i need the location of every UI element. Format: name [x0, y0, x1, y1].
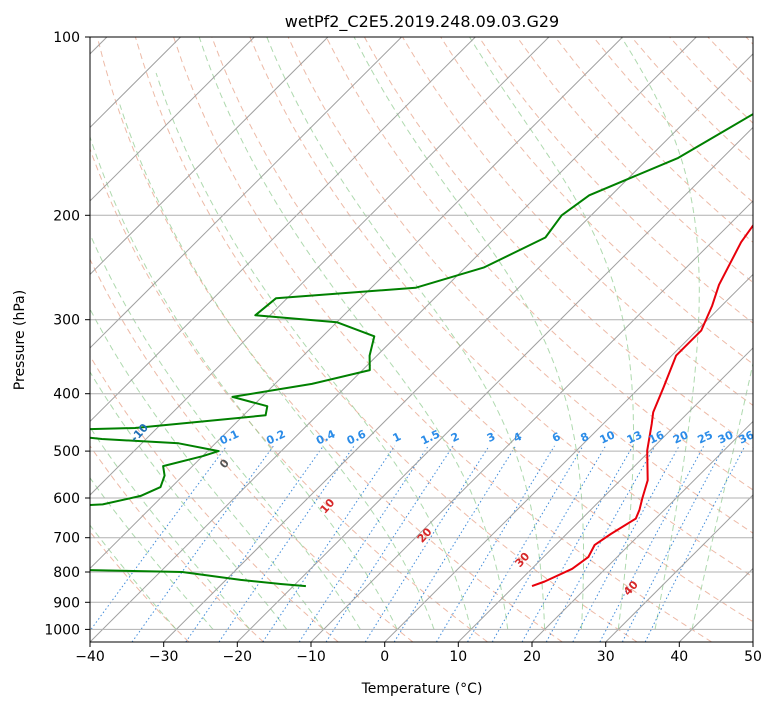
x-tick-label: −20 [223, 649, 253, 665]
isotherm-line [90, 37, 402, 349]
mixing-ratio-line [262, 445, 396, 642]
plot-frame [89, 36, 754, 643]
dry-adiabat-line [90, 445, 264, 642]
x-tick-label: 0 [380, 649, 389, 665]
moist-adiabat-line [90, 308, 324, 630]
dry-adiabat-line [96, 37, 563, 642]
y-tick-label: 400 [53, 387, 80, 403]
y-tick-label: 700 [53, 531, 80, 547]
y-tick-label: 500 [53, 444, 80, 460]
mixing-ratio-line [621, 445, 725, 642]
mixing-ratio-line [545, 445, 656, 642]
dry-adiabat-line [173, 37, 712, 642]
moist-adiabat-line [198, 37, 509, 630]
y-tick-label: 800 [53, 565, 80, 581]
moist-adiabat-line [469, 37, 634, 630]
mixing-ratio-label: 10 [598, 428, 618, 446]
y-tick-label: 1000 [44, 622, 80, 638]
plot-area: -100-90-80-70-60-50-40-30-20-10010203040… [90, 37, 757, 642]
isotherm-line [605, 494, 753, 642]
x-tick-label: −40 [75, 649, 105, 665]
dry-adiabat-line [249, 37, 753, 578]
moist-adiabat-line [691, 361, 753, 630]
moist-adiabat-line [620, 37, 700, 630]
x-axis: −40 −30 −20 −10 0 10 20 30 40 50 [75, 642, 762, 665]
y-axis-label: Pressure (hPa) [12, 290, 28, 390]
x-tick-label: 30 [597, 649, 615, 665]
mixing-ratio-line [131, 445, 274, 642]
isotherm-line [457, 347, 753, 642]
mixing-ratio-line [435, 445, 555, 642]
isotherm-line [90, 37, 329, 276]
x-tick-label: 10 [449, 649, 467, 665]
dry-adiabat-line [134, 37, 638, 642]
dry-adiabats [90, 37, 753, 642]
moist-adiabat-line [266, 37, 546, 630]
isotherm-line [531, 420, 753, 642]
chart-title: wetPf2_C2E5.2019.248.09.03.G29 [285, 12, 559, 32]
isotherm-line [236, 126, 753, 642]
mixing-ratio-label: 25 [696, 428, 715, 446]
mixing-ratio-line [521, 445, 634, 642]
y-tick-label: 200 [53, 208, 80, 224]
isotherm-line [384, 273, 753, 642]
dry-adiabat-line [211, 37, 753, 623]
mixing-ratio-line [467, 445, 584, 642]
isotherm-line [90, 37, 255, 202]
x-axis-label: Temperature (°C) [361, 681, 483, 697]
mixing-ratio-line [185, 445, 324, 642]
x-tick-label: 20 [523, 649, 541, 665]
mixing-ratio-line [298, 445, 429, 642]
mixing-ratio-label: 36 [737, 428, 757, 446]
isotherm-line [90, 37, 697, 642]
moist-adiabat-line [90, 135, 398, 630]
sounding-series [90, 112, 753, 588]
isotherm-grid [90, 37, 753, 642]
dry-adiabat-line [90, 355, 339, 642]
x-tick-label: 40 [670, 649, 688, 665]
y-tick-label: 300 [53, 313, 80, 329]
mixing-ratio-line [644, 445, 746, 642]
x-tick-label: −10 [296, 649, 326, 665]
dry-adiabat-line [516, 37, 753, 284]
dry-adiabat-line [325, 37, 753, 491]
mixing-ratio-label: 13 [625, 428, 644, 446]
mixing-ratio-line [325, 445, 454, 642]
x-tick-label: −30 [149, 649, 179, 665]
mixing-ratio-line [364, 445, 490, 642]
y-tick-label: 600 [53, 491, 80, 507]
isotherm-line [90, 37, 623, 570]
mixing-ratio-line [218, 445, 355, 642]
dewpoint-profile [90, 569, 306, 588]
dry-adiabat-line [90, 258, 414, 642]
moist-adiabat-line [90, 524, 177, 630]
isotherm-line [90, 37, 550, 496]
dewpoint-profile [90, 112, 753, 507]
isotherm-line [90, 37, 476, 423]
y-tick-label: 100 [53, 30, 80, 46]
mixing-ratio-label: 20 [671, 428, 691, 446]
moist-adiabat-line [90, 370, 288, 630]
moist-adiabat-line [119, 104, 435, 630]
x-tick-label: 50 [744, 649, 762, 665]
y-axis: 100 200 300 400 500 600 700 800 900 1000 [44, 30, 90, 638]
moist-adiabat-line [353, 37, 584, 630]
dry-adiabat-line [287, 37, 753, 534]
mixing-ratio-label: 16 [647, 428, 667, 446]
temperature-profile [531, 223, 753, 588]
isotherm-line [163, 53, 753, 642]
mixing-ratio-label: 30 [716, 428, 736, 446]
isobar-grid [90, 37, 753, 630]
moist-adiabat-line [155, 72, 472, 630]
y-tick-label: 900 [53, 595, 80, 611]
isotherm-line [310, 200, 753, 642]
moist-adiabat-line [90, 476, 214, 630]
